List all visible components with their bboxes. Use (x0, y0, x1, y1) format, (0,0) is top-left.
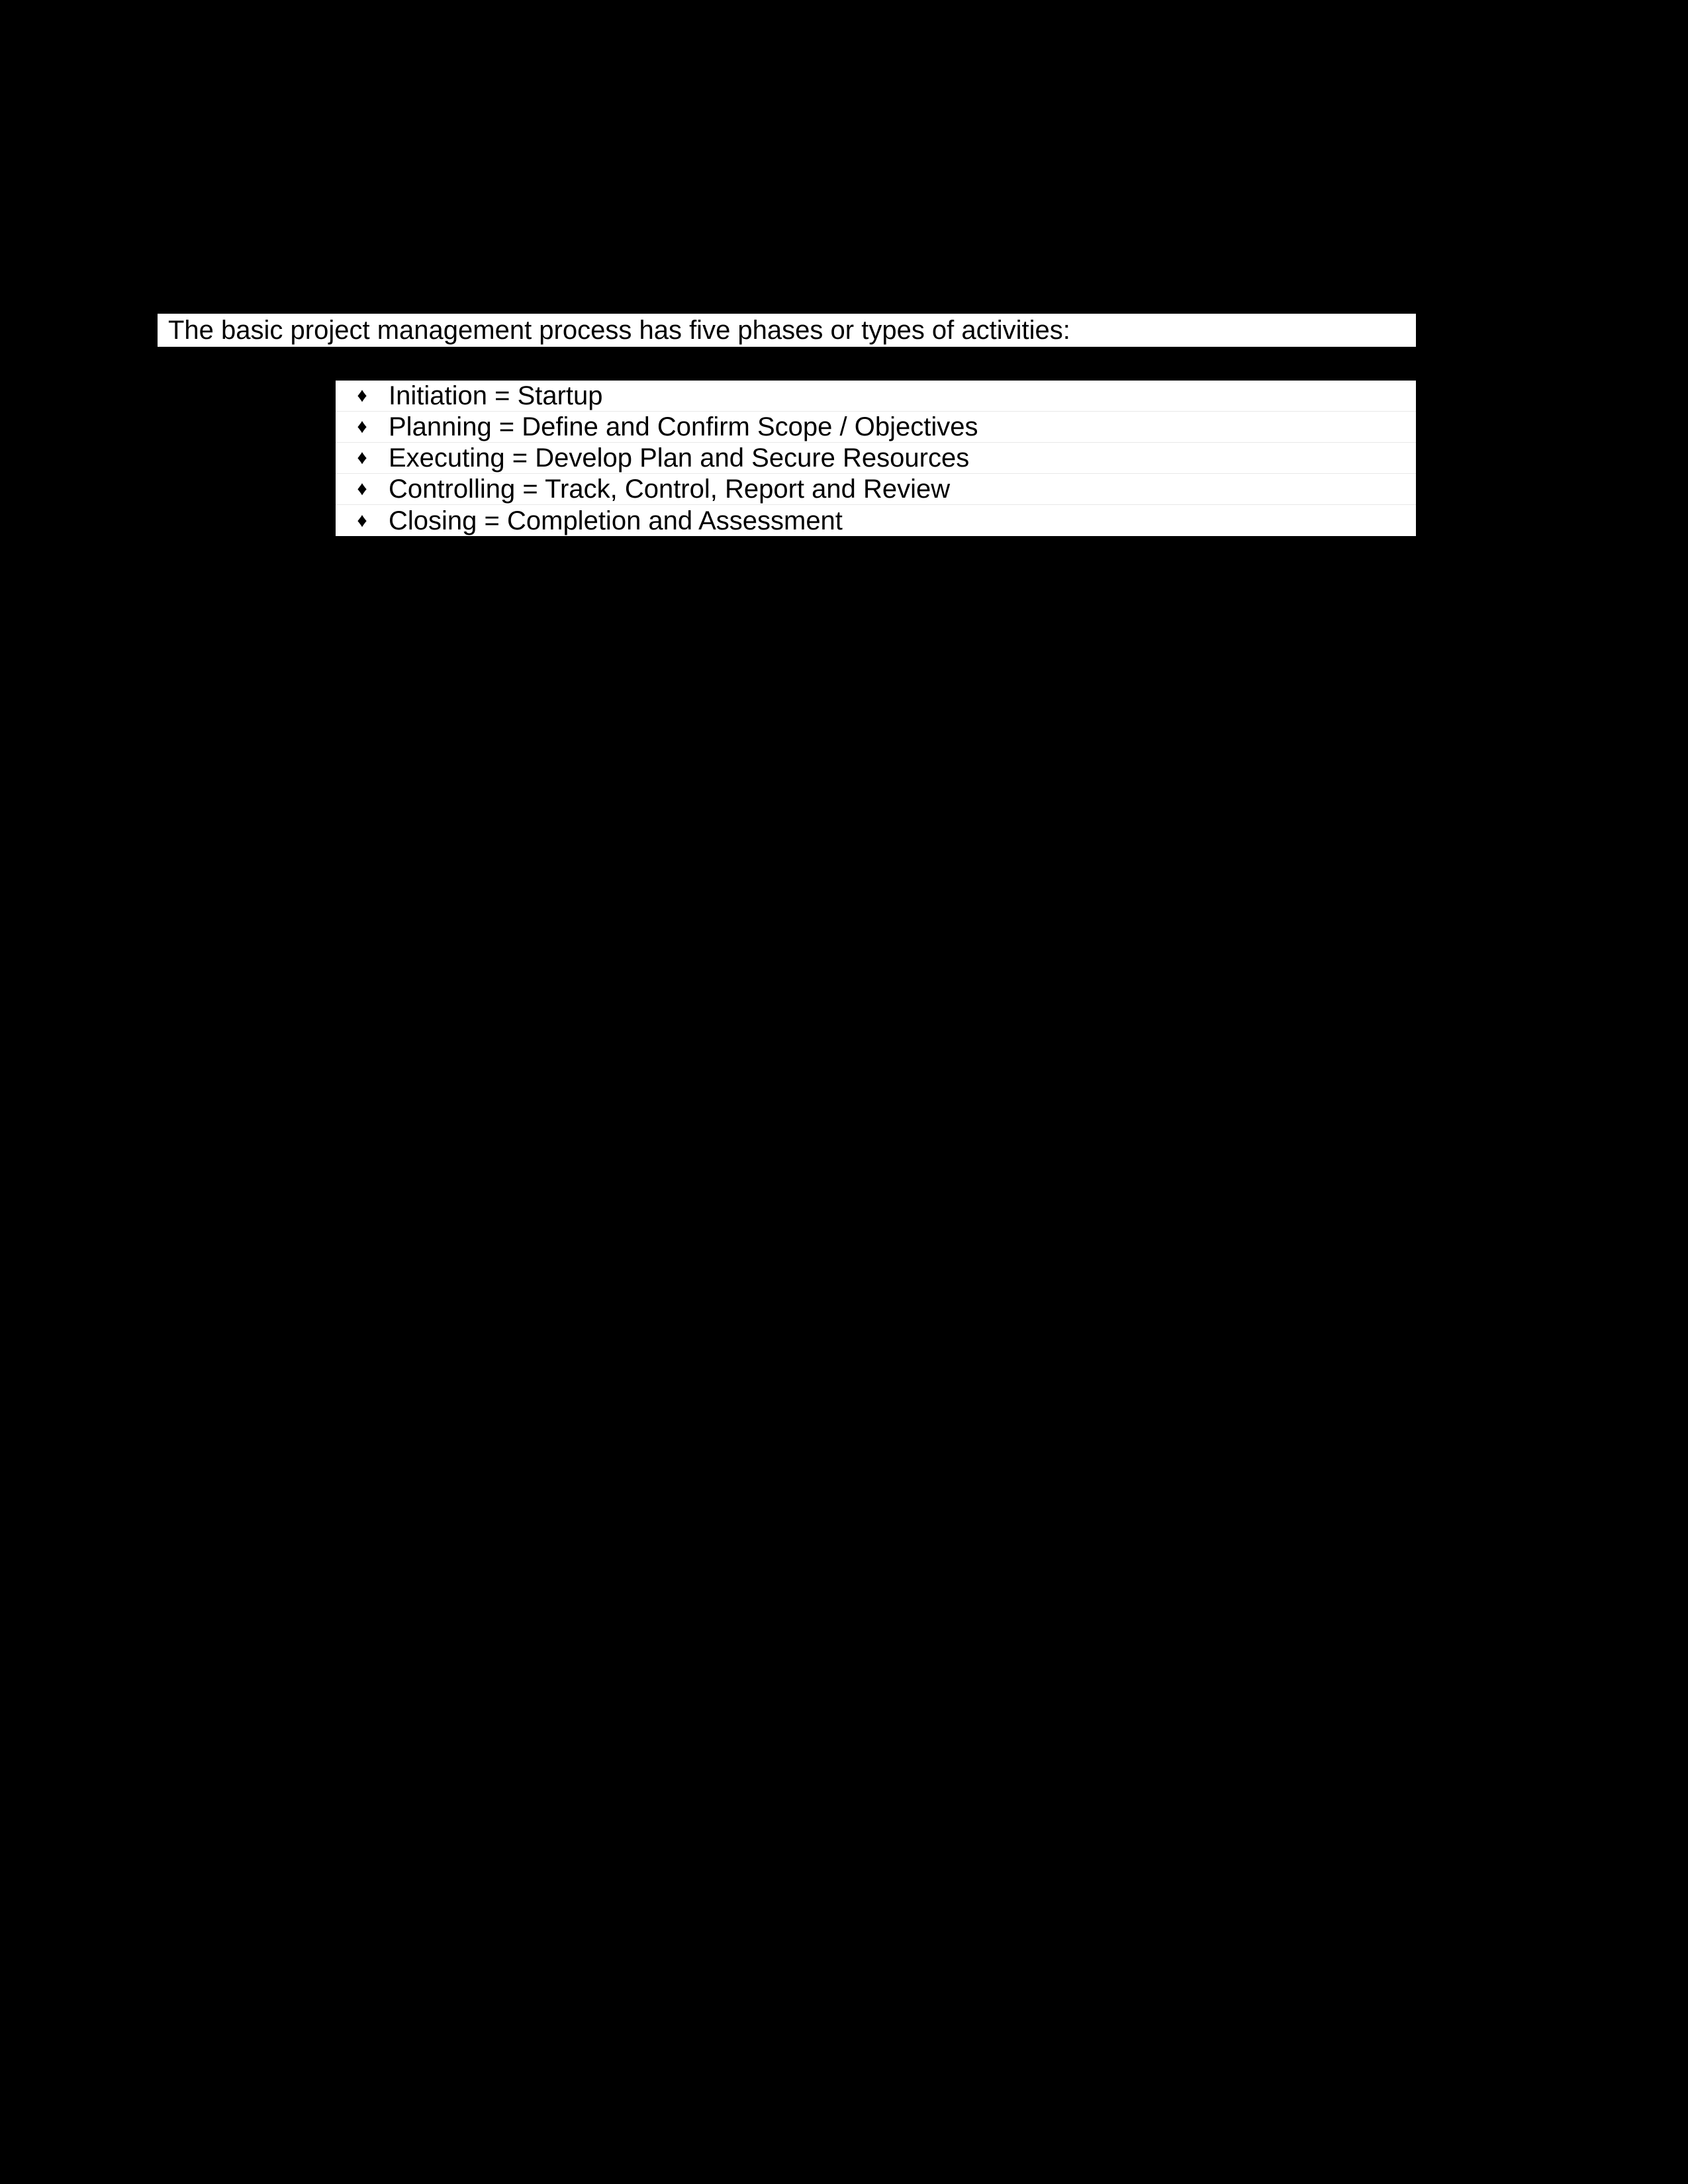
diamond-bullet-icon: ♦ (336, 386, 389, 406)
diamond-bullet-icon: ♦ (336, 511, 389, 531)
diamond-bullet-icon: ♦ (336, 448, 389, 468)
intro-bar: The basic project management process has… (156, 314, 1416, 347)
item-text: Executing = Develop Plan and Secure Reso… (389, 445, 969, 471)
list-item: ♦ Closing = Completion and Assessment (336, 505, 1416, 536)
item-text: Closing = Completion and Assessment (389, 508, 843, 534)
diamond-bullet-icon: ♦ (336, 479, 389, 499)
phase-list: ♦ Initiation = Startup ♦ Planning = Defi… (336, 381, 1416, 536)
list-item: ♦ Initiation = Startup (336, 381, 1416, 412)
item-text: Initiation = Startup (389, 383, 603, 409)
list-item: ♦ Planning = Define and Confirm Scope / … (336, 412, 1416, 443)
intro-text: The basic project management process has… (168, 317, 1070, 343)
item-text: Controlling = Track, Control, Report and… (389, 476, 950, 502)
list-item: ♦ Executing = Develop Plan and Secure Re… (336, 443, 1416, 474)
item-text: Planning = Define and Confirm Scope / Ob… (389, 414, 978, 440)
list-item: ♦ Controlling = Track, Control, Report a… (336, 474, 1416, 505)
diamond-bullet-icon: ♦ (336, 417, 389, 437)
